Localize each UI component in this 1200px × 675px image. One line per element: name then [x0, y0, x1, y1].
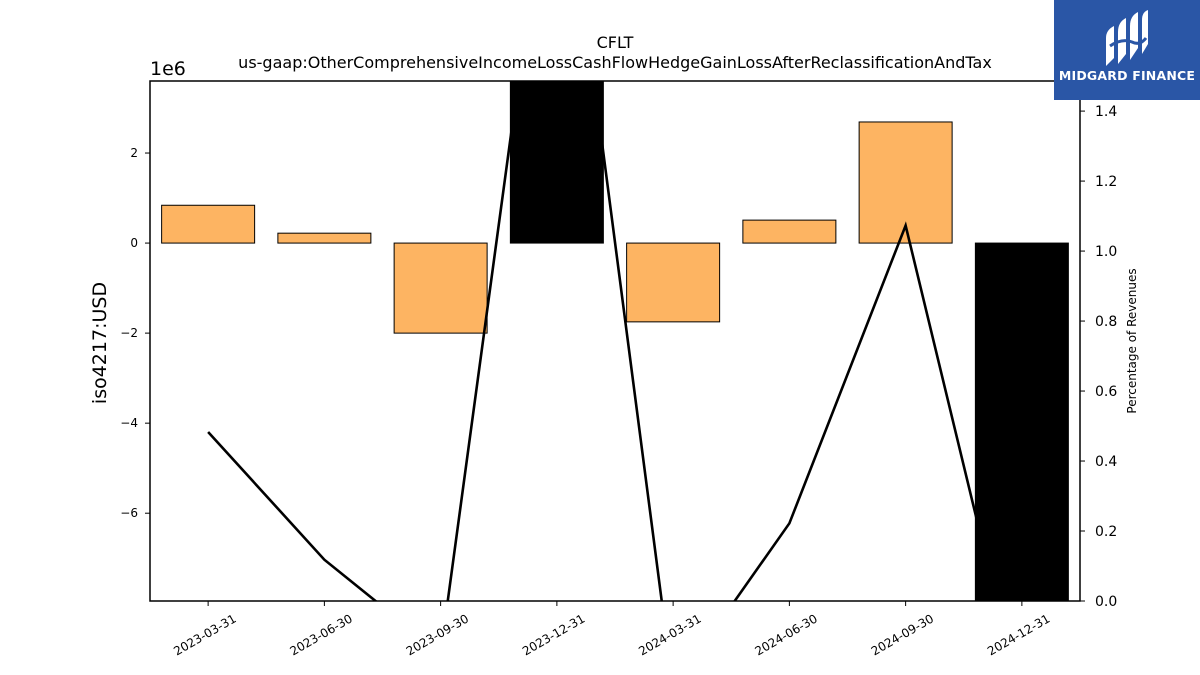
- percentage-line: [207, 81, 998, 601]
- y2-tick-label: 0.2: [1095, 524, 1117, 540]
- y2-tick-label: 1.4: [1095, 104, 1117, 120]
- y2-tick-label: 0.0: [1095, 594, 1117, 610]
- y2-tick-label: 0.4: [1095, 454, 1117, 470]
- y2-tick-label: 0.8: [1095, 314, 1117, 330]
- midgard-logo-icon: [1106, 10, 1148, 66]
- y2-axis-label: Percentage of Revenues: [1125, 268, 1139, 413]
- bar: [161, 204, 256, 244]
- y-tick-label: −4: [120, 416, 138, 430]
- y-tick-label: −2: [120, 326, 138, 340]
- y-offset-label: 1e6: [150, 58, 186, 80]
- bars: [161, 81, 1069, 601]
- bar: [277, 232, 372, 244]
- bar: [974, 242, 1069, 601]
- x-tick-label: 2024-06-30: [752, 611, 819, 658]
- bar: [742, 219, 837, 244]
- y-tick-label: −6: [120, 506, 138, 520]
- x-tick-label: 2023-09-30: [404, 611, 471, 658]
- x-tick-label: 2024-09-30: [869, 611, 936, 658]
- bar: [393, 242, 488, 334]
- logo-text: MIDGARD FINANCE: [1058, 68, 1196, 83]
- plot-frame: [149, 80, 1081, 602]
- y2-tick-label: 1.0: [1095, 244, 1117, 260]
- x-tick-label: 2024-03-31: [636, 611, 703, 658]
- y-tick-label: 2: [130, 146, 138, 160]
- chart-title: CFLT: [597, 33, 634, 52]
- x-tick-label: 2024-12-31: [985, 611, 1052, 658]
- y-tick-label: 0: [130, 236, 138, 250]
- x-tick-label: 2023-03-31: [171, 611, 238, 658]
- y2-tick-label: 0.6: [1095, 384, 1117, 400]
- chart-subtitle: us-gaap:OtherComprehensiveIncomeLossCash…: [238, 53, 992, 72]
- x-tick-label: 2023-12-31: [520, 611, 587, 658]
- bar: [509, 81, 604, 244]
- bar: [626, 242, 721, 323]
- line-series: [207, 81, 998, 601]
- y2-tick-label: 1.2: [1095, 174, 1117, 190]
- x-tick-label: 2023-06-30: [287, 611, 354, 658]
- brand-logo: MIDGARD FINANCE: [1054, 0, 1200, 100]
- y-axis-label: iso4217:USD: [89, 282, 111, 404]
